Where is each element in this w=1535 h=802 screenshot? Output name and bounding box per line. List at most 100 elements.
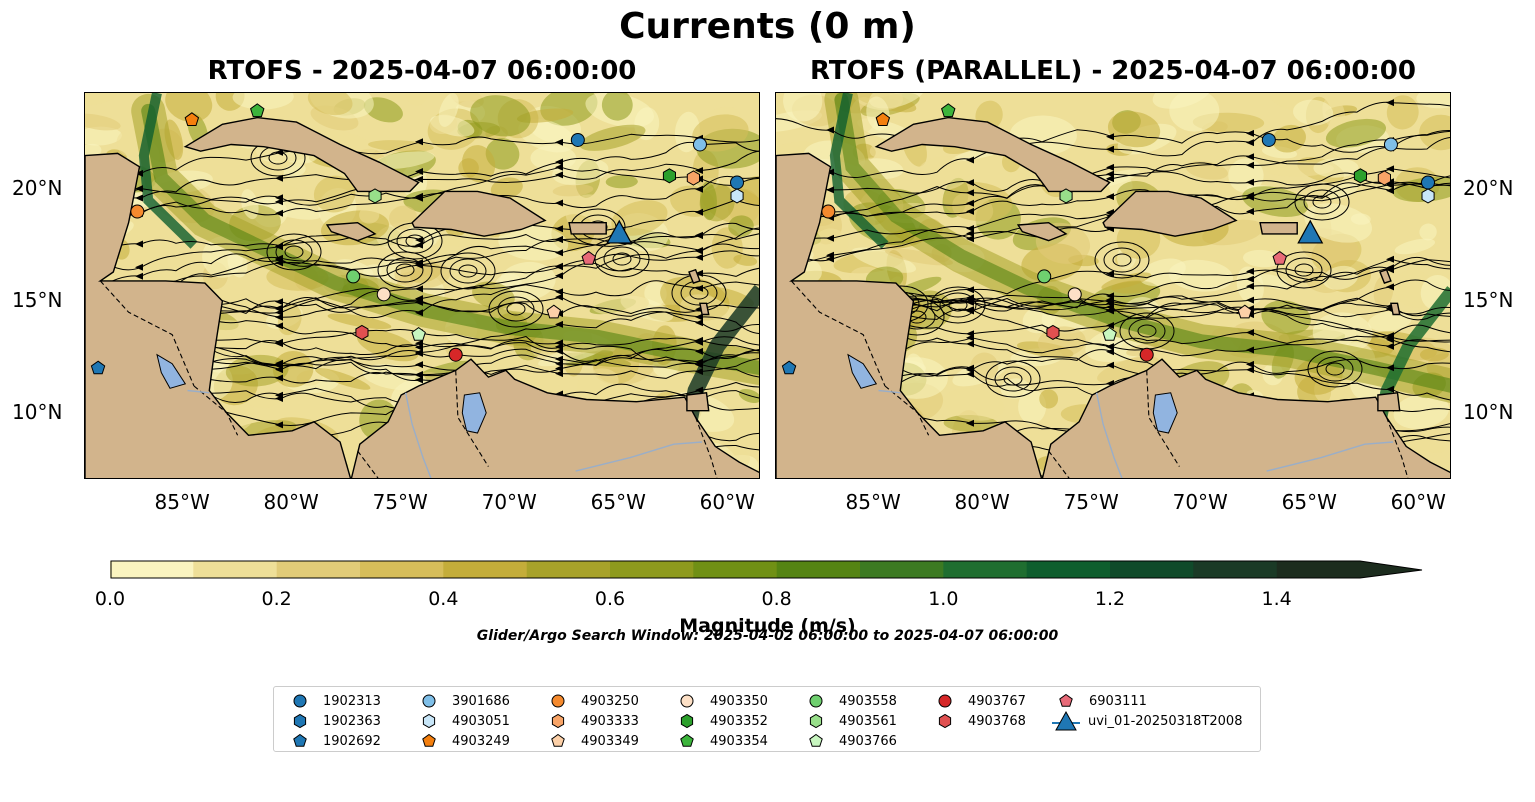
legend-label: 4903352 bbox=[710, 713, 768, 729]
legend-marker-pentagon-icon bbox=[680, 733, 694, 747]
float-marker-4903249 bbox=[875, 112, 891, 126]
figure-title: Currents (0 m) bbox=[619, 6, 916, 47]
legend-label: 4903349 bbox=[581, 733, 639, 749]
float-marker-4903766 bbox=[1102, 326, 1117, 341]
lat-tick-label-right: 20°N bbox=[1463, 176, 1514, 201]
legend-item: 1902692 bbox=[286, 731, 381, 751]
search-window-text: Glider/Argo Search Window: 2025-04-02 06… bbox=[476, 628, 1059, 644]
float-marker-4903354 bbox=[941, 103, 956, 118]
lon-tick-label: 75°W bbox=[1063, 490, 1119, 514]
colorbar-segment bbox=[610, 561, 694, 578]
float-marker-unlabeled-18 bbox=[1261, 132, 1276, 147]
colorbar-tick-label: 0.8 bbox=[761, 588, 792, 610]
legend-marker-circle-icon bbox=[551, 694, 565, 708]
legend-marker-pentagon-icon bbox=[1059, 693, 1073, 707]
legend-marker-circle-icon bbox=[422, 694, 436, 708]
colorbar bbox=[110, 560, 1430, 586]
lon-tick-label: 80°W bbox=[263, 490, 319, 514]
colorbar-tick-label: 1.4 bbox=[1261, 588, 1292, 610]
float-marker-4903558 bbox=[346, 269, 361, 284]
float-marker-4903352 bbox=[1353, 168, 1367, 184]
legend-item: 1902363 bbox=[286, 711, 381, 731]
legend-marker-hexagon-icon bbox=[422, 713, 436, 729]
legend-label: 3901686 bbox=[452, 693, 510, 709]
legend-item: 4903561 bbox=[802, 711, 897, 731]
legend-marker-icon bbox=[422, 694, 436, 708]
float-marker-4903561 bbox=[1059, 188, 1073, 204]
lon-tick-label: 80°W bbox=[954, 490, 1010, 514]
colorbar-segment bbox=[693, 561, 778, 578]
legend-marker-icon bbox=[809, 694, 823, 708]
legend-label: 4903558 bbox=[839, 693, 897, 709]
legend-marker-icon bbox=[680, 733, 694, 747]
right-map-panel[interactable] bbox=[775, 92, 1451, 479]
float-marker-1902692 bbox=[781, 360, 797, 375]
legend-item: 4903767 bbox=[931, 691, 1026, 711]
colorbar-tick-label: 0.4 bbox=[428, 588, 459, 610]
colorbar-tick-label: 0.6 bbox=[594, 588, 626, 610]
lon-tick-label: 75°W bbox=[372, 490, 428, 514]
colorbar-segment bbox=[1026, 561, 1111, 578]
lon-tick-label: 60°W bbox=[1390, 490, 1446, 514]
lat-tick-label-right: 10°N bbox=[1463, 399, 1514, 424]
left-panel-title: RTOFS - 2025-04-07 06:00:00 bbox=[207, 56, 637, 86]
legend-marker-icon bbox=[938, 713, 952, 729]
legend-marker-icon bbox=[938, 694, 952, 708]
colorbar-tick-label: 1.2 bbox=[1094, 588, 1126, 610]
legend-label: 6903111 bbox=[1089, 693, 1147, 709]
legend-label: 4903767 bbox=[968, 693, 1026, 709]
lon-tick-label: 65°W bbox=[1281, 490, 1337, 514]
colorbar-segment bbox=[1193, 561, 1278, 578]
legend-item: 4903352 bbox=[673, 711, 768, 731]
legend-label: 1902363 bbox=[323, 713, 381, 729]
colorbar-segment bbox=[943, 561, 1028, 578]
legend-marker-pentagon-icon bbox=[422, 733, 436, 747]
float-marker-4903349 bbox=[1237, 304, 1253, 319]
legend-item: 6903111 bbox=[1052, 691, 1147, 711]
left-map-panel[interactable] bbox=[84, 92, 760, 479]
colorbar-segment bbox=[860, 561, 944, 578]
legend-marker-hexagon-icon bbox=[938, 713, 952, 729]
legend-item: 4903349 bbox=[544, 731, 639, 751]
legend-marker-icon bbox=[551, 733, 565, 747]
legend-item: 3901686 bbox=[415, 691, 510, 711]
lat-tick-label-left: 20°N bbox=[12, 176, 63, 201]
float-marker-4903558 bbox=[1037, 269, 1052, 284]
colorbar-tick-label: 0.0 bbox=[94, 588, 126, 610]
lat-tick-label-left: 10°N bbox=[12, 399, 63, 424]
lat-tick-label-left: 15°N bbox=[12, 288, 63, 313]
float-marker-4903767 bbox=[448, 347, 463, 362]
legend-marker-icon bbox=[293, 694, 307, 708]
legend-marker-icon bbox=[293, 733, 307, 747]
float-marker-4903051 bbox=[730, 188, 744, 204]
legend-item: 4903766 bbox=[802, 731, 897, 751]
legend-marker-pentagon-icon bbox=[809, 733, 823, 747]
float-marker-3901686 bbox=[1383, 137, 1398, 152]
glider-legend-icon bbox=[1052, 711, 1080, 731]
float-marker-4903354 bbox=[250, 103, 265, 118]
colorbar-segment bbox=[526, 561, 611, 578]
legend-marker-icon bbox=[551, 694, 565, 708]
float-marker-4903766 bbox=[411, 326, 426, 341]
lon-tick-label: 70°W bbox=[1172, 490, 1228, 514]
legend-label: 4903333 bbox=[581, 713, 639, 729]
float-marker-4903333 bbox=[1377, 170, 1391, 186]
legend-item: 4903768 bbox=[931, 711, 1026, 731]
legend-item: 4903250 bbox=[544, 691, 639, 711]
legend-marker-circle-icon bbox=[680, 694, 694, 708]
legend-label: 4903249 bbox=[452, 733, 510, 749]
colorbar-segment bbox=[276, 561, 361, 578]
legend-item: 4903249 bbox=[415, 731, 510, 751]
legend-item: 4903051 bbox=[415, 711, 510, 731]
legend-label: 4903354 bbox=[710, 733, 768, 749]
colorbar-label: Magnitude (m/s) bbox=[679, 615, 856, 637]
float-marker-4903350 bbox=[376, 287, 391, 302]
lon-tick-label: 70°W bbox=[481, 490, 537, 514]
legend-marker-pentagon-icon bbox=[551, 733, 565, 747]
right-panel-title: RTOFS (PARALLEL) - 2025-04-07 06:00:00 bbox=[810, 56, 1416, 86]
legend-marker-icon bbox=[422, 733, 436, 747]
colorbar-segment bbox=[1110, 561, 1194, 578]
legend-label: 1902313 bbox=[323, 693, 381, 709]
colorbar-tick-label: 1.0 bbox=[928, 588, 959, 610]
lon-tick-label: 60°W bbox=[699, 490, 755, 514]
